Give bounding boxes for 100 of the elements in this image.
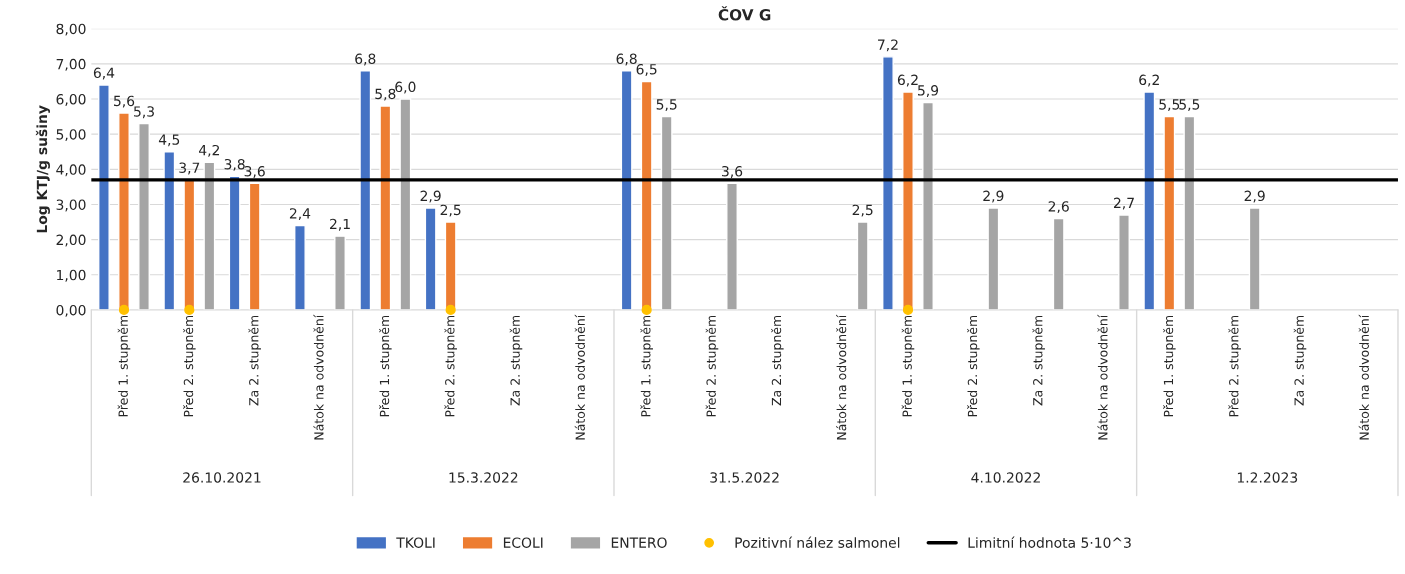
legend-label: Limitní hodnota 5·10^3 <box>968 536 1131 548</box>
data-label: 2,9 <box>983 190 1004 203</box>
bar <box>640 80 653 310</box>
bar <box>424 207 437 310</box>
data-label: 5,5 <box>1159 99 1180 112</box>
bar <box>203 161 216 310</box>
x-tick-label: Nátok na odvodnění <box>574 314 585 440</box>
bar <box>359 70 372 310</box>
data-label: 6,2 <box>1139 74 1159 87</box>
bar <box>620 70 633 310</box>
data-label: 5,9 <box>918 85 939 98</box>
x-tick-label: Před 2. stupněm <box>1228 315 1241 417</box>
bar <box>1052 217 1065 310</box>
data-label: 3,8 <box>224 158 245 171</box>
bar <box>922 101 934 310</box>
data-label: 2,6 <box>1048 201 1069 214</box>
x-tick-label: Za 2. stupněm <box>1293 315 1307 406</box>
data-label: 2,4 <box>289 208 311 221</box>
data-label: 2,9 <box>420 190 441 203</box>
data-label: 5,8 <box>375 88 396 101</box>
bar <box>399 98 412 310</box>
legend-label: ECOLI <box>503 537 543 548</box>
data-label: 5,5 <box>656 99 677 112</box>
chart-title: ČOV G <box>718 6 771 21</box>
data-label: 4,5 <box>158 134 180 147</box>
data-label: 7,2 <box>878 39 898 52</box>
x-tick-label: Před 1. stupněm <box>901 315 915 417</box>
bar <box>1143 91 1156 310</box>
data-label: 6,5 <box>636 64 657 76</box>
x-tick-label: Před 1. stupněm <box>117 315 131 417</box>
y-tick-label: 8,00 <box>56 23 86 36</box>
bar <box>987 207 1000 310</box>
x-tick-label: Před 2. stupněm <box>183 315 196 417</box>
x-tick-label: Za 2. stupněm <box>509 315 523 406</box>
legend-label: Pozitivní nález salmonel <box>735 536 900 548</box>
x-tick-label: Za 2. stupněm <box>1032 315 1045 406</box>
x-tick-label: Nátok na odvodnění <box>1358 314 1369 440</box>
bar <box>1163 115 1176 310</box>
bar <box>183 179 196 310</box>
bar <box>379 105 392 310</box>
x-tick-label: Před 1. stupněm <box>640 315 653 417</box>
y-tick-label: 7,00 <box>56 58 86 71</box>
bar <box>228 175 241 310</box>
text: 4.10.2022 <box>971 472 1040 483</box>
bar <box>660 115 673 310</box>
legend-label: ENTERO <box>611 537 667 548</box>
bar <box>118 112 130 310</box>
data-label: 4,2 <box>198 144 220 157</box>
x-tick-label: Před 1. stupněm <box>379 315 392 417</box>
data-label: 5,5 <box>1179 99 1200 112</box>
y-tick-label: 1,00 <box>57 269 86 282</box>
x-tick-label: Před 1. stupněm <box>1163 315 1176 417</box>
bar <box>248 182 261 310</box>
y-tick-label: 6,00 <box>56 93 86 106</box>
data-label: 5,3 <box>134 106 154 119</box>
data-label: 2,5 <box>440 204 461 217</box>
data-label: 2,1 <box>330 218 350 231</box>
bar <box>902 91 914 310</box>
y-axis-title: Log KTJ/g sušiny <box>35 105 50 233</box>
text: 26.10.2021 <box>183 472 261 483</box>
text: 31.5.2022 <box>710 472 779 483</box>
x-tick-label: Za 2. stupněm <box>248 315 261 406</box>
bar <box>1248 207 1261 310</box>
bar <box>882 56 894 310</box>
y-tick-label: 2,00 <box>56 234 86 247</box>
bar <box>98 84 110 310</box>
x-tick-label: Před 2. stupněm <box>705 315 719 417</box>
data-label: 2,5 <box>852 204 873 217</box>
data-label: 6,0 <box>395 81 416 94</box>
bar <box>856 221 869 310</box>
data-label: 3,6 <box>722 165 743 178</box>
bar <box>163 151 176 310</box>
data-label: 3,7 <box>179 162 200 175</box>
data-label: 6,4 <box>93 67 115 80</box>
x-tick-label: Nátok na odvodnění <box>836 314 847 440</box>
text: 15.3.2022 <box>449 472 518 483</box>
x-tick-label: Před 2. stupněm <box>444 315 457 417</box>
y-tick-label: 0,00 <box>56 304 86 317</box>
bar <box>726 182 738 310</box>
data-label: 5,6 <box>114 95 135 108</box>
x-tick-label: Nátok na odvodnění <box>313 314 324 440</box>
bar <box>334 235 346 310</box>
bar <box>1118 214 1130 310</box>
data-label: 3,6 <box>244 165 265 178</box>
x-tick-label: Nátok na odvodnění <box>1097 314 1108 440</box>
data-label: 2,9 <box>1244 190 1265 203</box>
bar <box>294 224 306 310</box>
data-label: 2,7 <box>1113 197 1134 210</box>
data-label: 6,8 <box>355 53 376 66</box>
bar <box>1183 115 1196 310</box>
x-tick-label: Před 2. stupněm <box>967 315 980 417</box>
y-tick-label: 4,00 <box>56 164 86 177</box>
y-tick-label: 3,00 <box>56 199 86 212</box>
bar <box>138 122 150 310</box>
data-label: 6,8 <box>616 53 637 66</box>
text: 1.2.2023 <box>1237 472 1298 483</box>
bar <box>444 221 457 310</box>
legend-label: TKOLI <box>396 537 435 548</box>
data-label: 6,2 <box>897 74 918 87</box>
x-tick-label: Za 2. stupněm <box>771 315 784 406</box>
